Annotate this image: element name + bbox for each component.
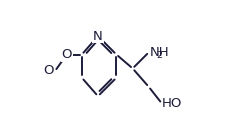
Text: HO: HO [161, 97, 182, 110]
Text: 2: 2 [155, 51, 161, 60]
Text: O: O [61, 48, 72, 61]
Text: O: O [43, 64, 54, 77]
Text: NH: NH [149, 46, 168, 59]
Text: N: N [93, 30, 102, 43]
